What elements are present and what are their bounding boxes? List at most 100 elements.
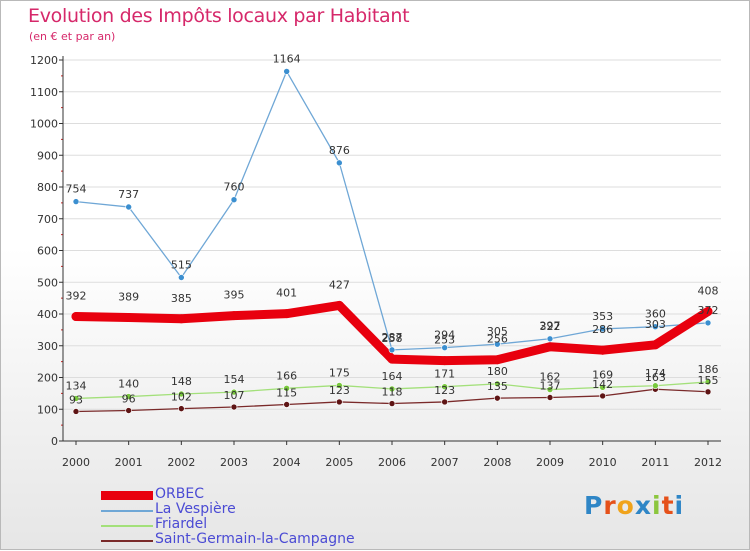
data-point bbox=[494, 340, 501, 348]
data-point bbox=[704, 319, 712, 327]
y-tick-label: 500 bbox=[37, 276, 58, 289]
logo-letter: i bbox=[652, 491, 662, 520]
data-point bbox=[125, 407, 132, 414]
data-point bbox=[545, 342, 555, 352]
data-point bbox=[598, 345, 608, 355]
data-point bbox=[230, 388, 238, 396]
legend-label: Friardel bbox=[155, 516, 208, 532]
data-label: 395 bbox=[224, 289, 245, 302]
data-label: 148 bbox=[171, 375, 192, 388]
data-point bbox=[546, 335, 554, 343]
logo-letter: P bbox=[584, 491, 604, 520]
data-label: 256 bbox=[487, 333, 508, 346]
data-label: 408 bbox=[698, 284, 719, 297]
data-point bbox=[176, 314, 186, 324]
data-point bbox=[72, 408, 80, 415]
logo-letter: o bbox=[616, 491, 635, 520]
data-point bbox=[124, 312, 134, 322]
data-label: 134 bbox=[66, 379, 87, 392]
data-point bbox=[494, 380, 501, 388]
data-label: 385 bbox=[171, 292, 192, 305]
data-label: 175 bbox=[329, 366, 350, 379]
x-tick-label: 2011 bbox=[641, 456, 669, 469]
y-tick-label: 400 bbox=[37, 308, 58, 321]
data-point bbox=[441, 344, 448, 351]
data-point bbox=[72, 395, 80, 402]
data-point bbox=[230, 403, 238, 411]
data-label: 155 bbox=[698, 374, 719, 387]
data-label: 102 bbox=[171, 391, 192, 404]
data-point bbox=[599, 392, 606, 400]
data-point bbox=[652, 323, 659, 331]
data-label: 297 bbox=[540, 320, 561, 333]
data-label: 360 bbox=[645, 308, 666, 321]
data-point bbox=[334, 300, 344, 310]
x-tick-label: 2001 bbox=[115, 456, 143, 469]
x-tick-label: 2002 bbox=[167, 456, 195, 469]
data-point bbox=[703, 306, 713, 316]
legend-label: La Vespière bbox=[155, 501, 236, 517]
data-point bbox=[336, 159, 343, 167]
data-label: 389 bbox=[118, 290, 139, 303]
data-label: 180 bbox=[487, 365, 508, 378]
x-tick-label: 2008 bbox=[483, 456, 511, 469]
chart-title: Evolution des Impôts locaux par Habitant bbox=[28, 5, 410, 27]
data-point bbox=[178, 390, 185, 398]
data-point bbox=[650, 340, 660, 350]
data-point bbox=[492, 355, 502, 365]
x-tick-label: 2010 bbox=[589, 456, 617, 469]
data-point bbox=[283, 384, 290, 392]
data-label: 166 bbox=[276, 369, 297, 382]
x-tick-label: 2000 bbox=[62, 456, 90, 469]
data-point bbox=[441, 398, 448, 406]
legend-label: ORBEC bbox=[155, 486, 204, 502]
data-label: 164 bbox=[382, 370, 403, 383]
data-label: 162 bbox=[540, 371, 561, 384]
legend-swatch bbox=[101, 525, 153, 527]
data-point bbox=[282, 309, 292, 319]
data-label: 427 bbox=[329, 278, 350, 291]
y-tick-label: 1100 bbox=[30, 86, 58, 99]
y-tick-label: 800 bbox=[37, 181, 58, 194]
y-tick-label: 900 bbox=[37, 149, 58, 162]
data-label: 392 bbox=[66, 290, 87, 303]
legend-swatch bbox=[101, 510, 153, 512]
data-point bbox=[546, 394, 554, 401]
data-label: 96 bbox=[122, 393, 136, 406]
logo-letter: x bbox=[634, 491, 652, 520]
legend-swatch bbox=[101, 540, 153, 542]
data-label: 118 bbox=[382, 386, 403, 399]
data-label: 737 bbox=[118, 188, 139, 201]
data-label: 353 bbox=[592, 310, 613, 323]
data-point bbox=[336, 382, 343, 389]
x-tick-label: 2012 bbox=[694, 456, 722, 469]
x-tick-label: 2007 bbox=[431, 456, 459, 469]
data-point bbox=[229, 311, 239, 321]
data-label: 401 bbox=[276, 287, 297, 300]
data-point bbox=[283, 401, 290, 408]
data-label: 253 bbox=[434, 334, 455, 347]
data-label: 322 bbox=[540, 320, 561, 333]
data-label: 303 bbox=[645, 318, 666, 331]
data-point bbox=[704, 388, 712, 396]
y-tick-label: 100 bbox=[37, 403, 58, 416]
data-point bbox=[283, 68, 290, 75]
data-label: 294 bbox=[434, 329, 455, 342]
data-label: 154 bbox=[224, 373, 245, 386]
data-point bbox=[71, 312, 81, 322]
data-label: 876 bbox=[329, 144, 350, 157]
logo-letter: r bbox=[603, 491, 617, 520]
data-point bbox=[388, 400, 396, 407]
data-point bbox=[599, 325, 606, 333]
data-label: 163 bbox=[645, 371, 666, 384]
data-point bbox=[336, 398, 343, 406]
data-point bbox=[178, 274, 185, 281]
proxiti-logo: Proxiti bbox=[584, 491, 684, 520]
data-point bbox=[125, 203, 132, 211]
data-label: 174 bbox=[645, 367, 666, 380]
x-tick-label: 2003 bbox=[220, 456, 248, 469]
data-point bbox=[440, 356, 450, 366]
data-label: 123 bbox=[434, 384, 455, 397]
y-tick-label: 200 bbox=[37, 372, 58, 385]
